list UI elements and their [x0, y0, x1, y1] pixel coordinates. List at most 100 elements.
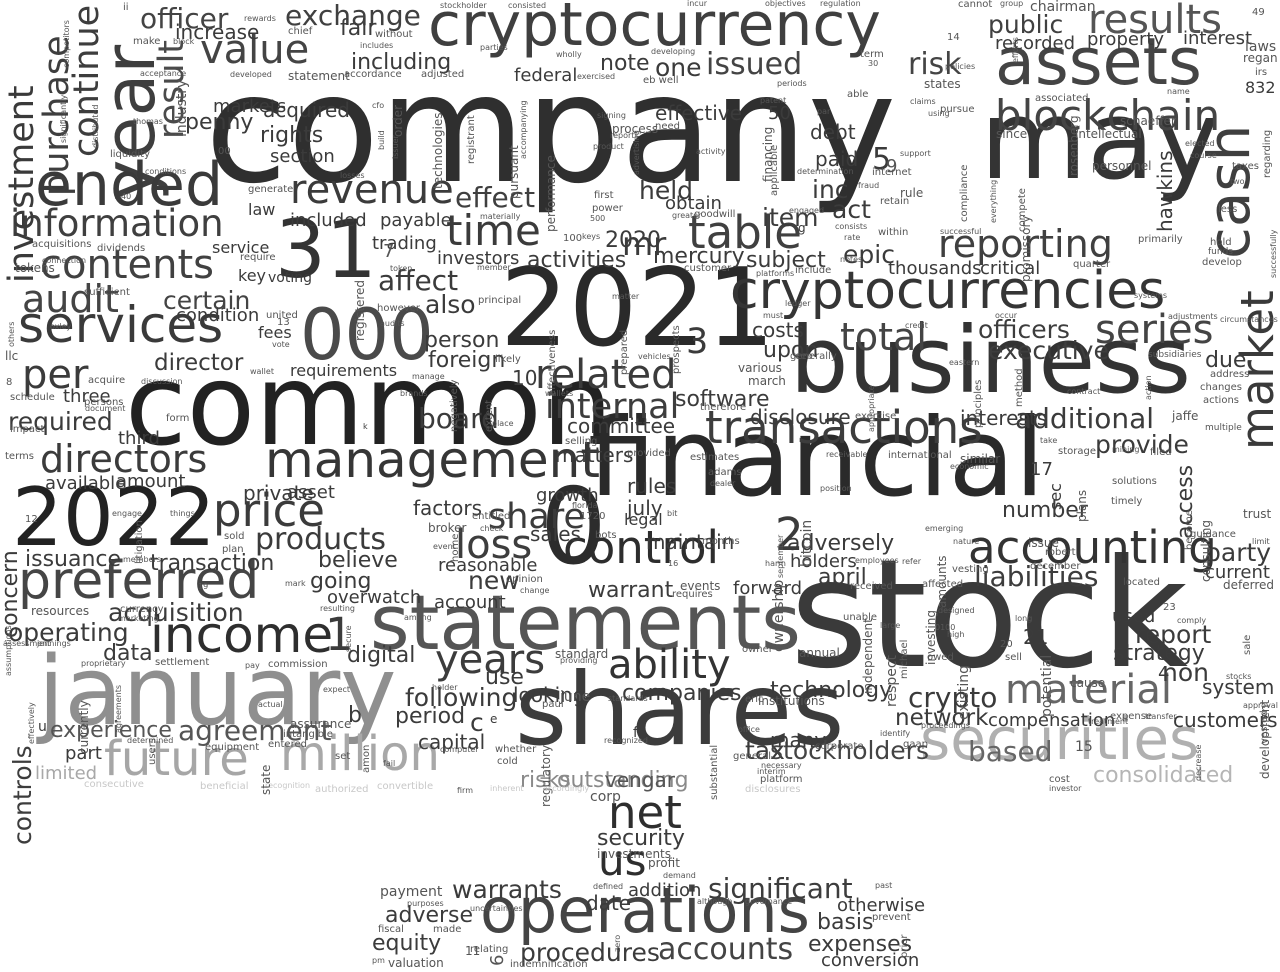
- word-compliance: compliance: [959, 164, 970, 222]
- word-securities: securities: [920, 705, 1200, 773]
- word-upon: upon: [763, 338, 819, 363]
- word-dividends: dividends: [97, 243, 146, 254]
- word-vesting: vesting: [952, 564, 989, 575]
- word-12: 12: [25, 514, 38, 525]
- word-agreement: agreement: [178, 714, 332, 747]
- word-owner: owner: [742, 644, 773, 655]
- word-consolidated: consolidated: [1093, 763, 1234, 788]
- word-material: material: [1005, 667, 1172, 713]
- word-investments: investments: [597, 847, 672, 861]
- word-accordingly: accordingly: [543, 784, 590, 793]
- word-internal: internal: [545, 387, 680, 427]
- word-b: b: [348, 703, 362, 728]
- word-used: used: [1112, 606, 1156, 627]
- word-long: long: [1015, 614, 1033, 623]
- word-others: others: [7, 321, 16, 347]
- word-currently: currently: [77, 700, 91, 754]
- word-address: address: [1210, 369, 1250, 380]
- word-management: management: [265, 431, 600, 489]
- word-trading: trading: [372, 233, 437, 254]
- word-500: 500: [590, 214, 606, 223]
- word-cause: cause: [1070, 676, 1106, 690]
- word-relating: relating: [470, 944, 509, 955]
- word-effect: effect: [455, 181, 536, 214]
- word-order: order: [391, 105, 405, 137]
- word-transfer: transfer: [1145, 712, 1177, 721]
- word-total: total: [840, 315, 927, 359]
- word-refer: refer: [902, 557, 922, 566]
- word-required: required: [8, 407, 113, 436]
- word-using: using: [928, 109, 950, 118]
- word-item: item: [762, 203, 819, 232]
- word-e: e: [490, 712, 498, 726]
- word-identify: identify: [880, 729, 911, 738]
- word-state: state: [259, 764, 273, 795]
- word-ability: ability: [608, 642, 731, 688]
- word-less: less: [1218, 204, 1238, 215]
- word-inherent: inherent: [490, 784, 524, 793]
- word-otherwise: otherwise: [837, 895, 926, 916]
- word-registered: registered: [353, 279, 367, 341]
- word-office: office: [738, 725, 760, 734]
- word-uncertainties: uncertainties: [470, 904, 523, 913]
- word-report: report: [1135, 620, 1212, 649]
- word-action: action: [1144, 375, 1153, 400]
- word-therefore: therefore: [700, 402, 747, 413]
- word-cryptocurrencies: cryptocurrencies: [730, 261, 1166, 321]
- word-appropriate: appropriate: [867, 385, 876, 432]
- word-procedures: procedures: [520, 938, 660, 967]
- word-adjustments: adjustments: [1168, 312, 1218, 321]
- word-valuation: valuation: [388, 956, 444, 970]
- word-million: million: [280, 726, 440, 782]
- word-broker: broker: [428, 521, 467, 535]
- word-gaap: gaap: [903, 739, 928, 750]
- word-subsidiaries: subsidiaries: [1148, 350, 1202, 360]
- word-convertible: convertible: [377, 781, 434, 792]
- word-three: three: [63, 386, 111, 407]
- word-systems: systems: [1134, 291, 1168, 300]
- word-actions: actions: [1203, 395, 1239, 406]
- word-also: also: [425, 290, 476, 319]
- word-inc: inc: [812, 175, 849, 204]
- word-principles: principles: [973, 379, 984, 428]
- word-corporate: corporate: [815, 741, 864, 752]
- word-regan: regan: [1243, 51, 1278, 65]
- word-transactions: transactions: [705, 401, 983, 454]
- word-build: build: [377, 130, 386, 150]
- word-fraud: fraud: [858, 181, 880, 190]
- word-includes: includes: [360, 41, 394, 50]
- word-rate: rate: [844, 233, 861, 242]
- word-eric: eric: [745, 694, 764, 705]
- word-amon: amon: [361, 744, 372, 773]
- word-bit: bit: [667, 509, 678, 518]
- word-acquisition: acquisition: [108, 598, 244, 627]
- word-eb-well: eb well: [643, 75, 679, 86]
- word-form: form: [166, 413, 190, 424]
- word-effectiveness: effectiveness: [547, 329, 558, 396]
- word-applicable: applicable: [769, 144, 780, 196]
- word-sufficient: sufficient: [84, 287, 130, 298]
- word-llc: llc: [5, 349, 19, 363]
- word-discussion: discussion: [141, 377, 183, 386]
- word-assurance: assurance: [290, 717, 352, 731]
- word-11: 11: [465, 944, 481, 958]
- word-mr: mr: [622, 225, 667, 263]
- word-group: group: [1000, 0, 1024, 8]
- word-19: 19: [198, 582, 209, 591]
- word-23: 23: [1163, 602, 1176, 613]
- word-acquisitions: acquisitions: [32, 239, 92, 250]
- word-warrants: warrants: [452, 875, 562, 904]
- word-third: third: [118, 428, 160, 449]
- word-prior: prior: [899, 934, 910, 958]
- word-defined: defined: [593, 882, 624, 891]
- word-high: high: [947, 630, 965, 639]
- word-3: 3: [686, 322, 709, 362]
- word-factors: factors: [413, 496, 483, 520]
- word-hold: hold: [1210, 237, 1232, 248]
- word-bots: bots: [595, 530, 617, 541]
- word-disclosure: disclosure: [750, 405, 851, 429]
- word-pm: pm: [372, 956, 385, 965]
- word-1720: 1720: [580, 511, 606, 522]
- word-mercury: mercury: [653, 244, 745, 269]
- word-40: 40: [121, 192, 132, 201]
